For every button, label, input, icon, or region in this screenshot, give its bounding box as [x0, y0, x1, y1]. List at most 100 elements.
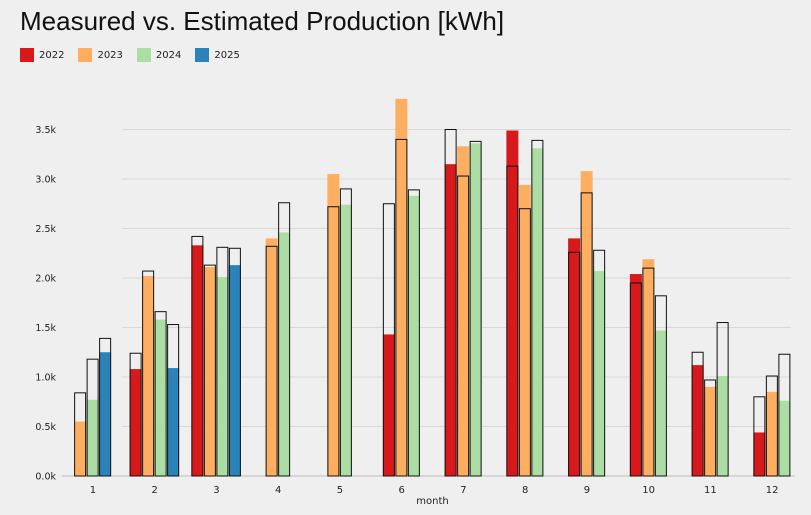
legend-item-2024[interactable]: 2024	[136, 48, 182, 62]
bar-measured-2023-2	[142, 276, 155, 476]
bar-estimated-2023-2	[142, 270, 155, 477]
bar-measured-2023-7	[457, 146, 470, 476]
x-tick-label: 8	[522, 485, 528, 496]
bar-estimated-2023-11	[704, 379, 717, 477]
legend-label: 2023	[97, 49, 123, 61]
bar-estimated-2024-4	[278, 202, 291, 477]
y-tick-label: 1.5k	[35, 323, 56, 334]
bar-estimated-2024-6	[407, 189, 420, 477]
legend-item-2022[interactable]: 2022	[20, 48, 64, 62]
bar-measured-2024-7	[469, 143, 482, 477]
bar-measured-2024-10	[654, 330, 667, 476]
bar-measured-2022-6	[382, 334, 395, 476]
bar-estimated-2022-12	[753, 396, 766, 477]
x-tick-label: 10	[642, 485, 655, 496]
bar-estimated-2022-11	[691, 351, 704, 477]
bar-estimated-2024-8	[531, 139, 544, 477]
bar-measured-2024-3	[216, 277, 229, 476]
x-tick-label: 2	[151, 485, 157, 496]
legend-swatch	[136, 48, 151, 62]
bar-measured-2023-1	[74, 421, 87, 476]
bar-estimated-2023-12	[765, 375, 778, 477]
y-tick-label: 0.5k	[35, 422, 56, 433]
x-tick-label: 5	[337, 485, 343, 496]
bar-measured-2025-1	[99, 352, 112, 476]
bar-estimated-2022-8	[506, 165, 519, 477]
bar-estimated-2022-7	[444, 129, 457, 477]
y-tick-label: 3.5k	[35, 125, 56, 136]
bar-measured-2022-2	[129, 369, 142, 476]
x-tick-label: 6	[398, 485, 404, 496]
bar-measured-2023-9	[580, 171, 593, 476]
bar-estimated-2023-6	[395, 138, 408, 477]
bar-measured-2023-3	[203, 267, 216, 476]
bar-measured-2024-6	[407, 195, 420, 476]
bar-measured-2022-10	[629, 274, 642, 476]
bar-estimated-2023-9	[580, 192, 593, 477]
x-axis-label: month	[416, 496, 448, 507]
x-tick-label: 3	[213, 485, 219, 496]
bar-estimated-2023-4	[265, 245, 278, 477]
x-tick-label: 4	[275, 485, 281, 496]
legend-label: 2025	[214, 49, 240, 61]
bar-measured-2022-8	[506, 130, 519, 477]
y-tick-label: 2.5k	[35, 224, 56, 235]
legend-item-2023[interactable]: 2023	[78, 48, 123, 62]
x-tick-label: 11	[704, 485, 717, 496]
bar-estimated-2023-1	[74, 392, 87, 477]
bar-measured-2025-2	[167, 368, 180, 476]
bar-measured-2024-9	[593, 271, 606, 476]
bar-estimated-2023-10	[642, 267, 655, 477]
bar-estimated-2023-3	[203, 264, 216, 477]
bar-measured-2025-3	[228, 265, 241, 476]
bar-measured-2023-10	[642, 259, 655, 476]
bar-measured-2024-11	[716, 376, 729, 476]
chart-title: Measured vs. Estimated Production [kWh]	[20, 6, 505, 36]
bar-estimated-2025-2	[167, 324, 180, 477]
legend-swatch	[195, 48, 210, 62]
legend-label: 2022	[39, 49, 65, 61]
legend-item-2025[interactable]: 2025	[195, 48, 240, 62]
bar-estimated-2025-1	[99, 337, 112, 477]
bar-measured-2024-4	[278, 232, 291, 476]
bar-measured-2024-2	[154, 319, 167, 476]
bar-estimated-2024-9	[593, 249, 606, 477]
bar-estimated-2024-3	[216, 246, 229, 477]
bar-estimated-2024-2	[154, 311, 167, 477]
bar-estimated-2024-12	[778, 353, 791, 477]
bar-measured-2022-12	[753, 432, 766, 476]
bar-estimated-2024-11	[716, 322, 729, 477]
legend-swatch	[78, 48, 93, 62]
bar-estimated-2023-5	[327, 206, 340, 477]
x-tick-label: 1	[90, 485, 96, 496]
bar-estimated-2024-1	[86, 358, 99, 477]
bar-estimated-2022-6	[382, 203, 395, 477]
bar-estimated-2023-7	[457, 175, 470, 477]
bar-measured-2023-5	[327, 174, 340, 477]
bar-estimated-2023-8	[518, 208, 531, 477]
bar-measured-2024-1	[86, 399, 99, 476]
legend-label: 2024	[155, 49, 182, 61]
bar-measured-2022-3	[191, 245, 204, 476]
bar-measured-2022-7	[444, 164, 457, 476]
y-tick-label: 1.0k	[35, 373, 56, 384]
bar-measured-2022-9	[568, 238, 581, 476]
bar-estimated-2022-3	[191, 235, 204, 477]
bar-estimated-2022-10	[629, 282, 642, 477]
bar-measured-2023-12	[765, 391, 778, 476]
bar-estimated-2024-5	[339, 188, 352, 477]
bar-measured-2022-11	[691, 365, 704, 476]
x-tick-label: 7	[460, 485, 466, 496]
bar-measured-2024-8	[531, 148, 544, 476]
bar-measured-2023-8	[518, 184, 531, 476]
bar-estimated-2024-10	[654, 295, 667, 477]
y-tick-label: 0.0k	[35, 472, 56, 483]
legend: 2022 2023 2024 2025	[20, 48, 240, 62]
bar-measured-2024-5	[339, 204, 352, 477]
bar-measured-2023-4	[265, 238, 278, 476]
x-tick-label: 9	[584, 485, 590, 496]
y-tick-label: 3.0k	[35, 175, 56, 186]
bar-measured-2023-11	[704, 386, 717, 476]
bar-estimated-2024-7	[469, 140, 482, 477]
